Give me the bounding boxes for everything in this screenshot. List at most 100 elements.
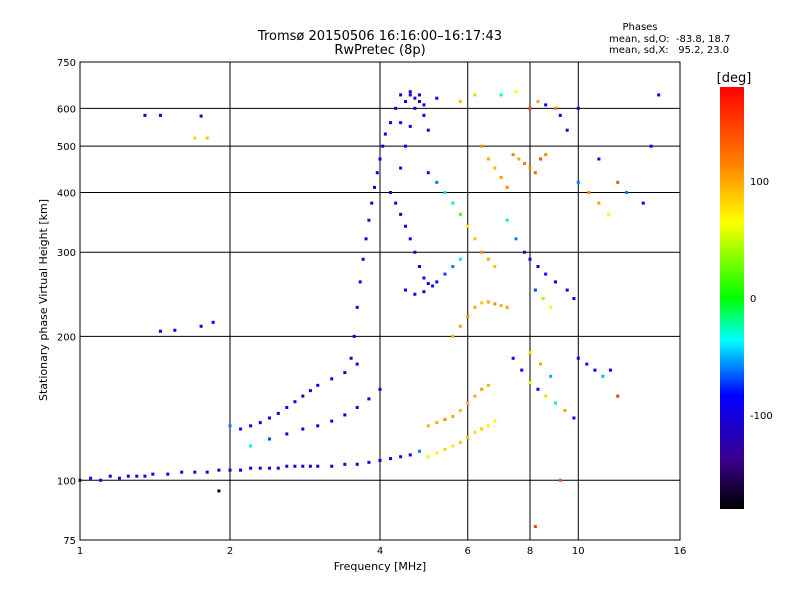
data-point xyxy=(364,237,368,241)
data-point xyxy=(466,315,470,319)
data-point xyxy=(422,113,426,117)
data-point xyxy=(403,144,407,148)
data-point xyxy=(520,368,524,372)
data-point xyxy=(514,90,518,94)
x-axis-label: Frequency [MHz] xyxy=(334,560,426,573)
data-point xyxy=(616,180,620,184)
data-point xyxy=(413,250,417,254)
colorbar-tick-label: 100 xyxy=(750,177,769,188)
data-point xyxy=(451,265,455,269)
data-point xyxy=(378,458,382,462)
data-point xyxy=(435,280,439,284)
x-tick-label: 8 xyxy=(527,546,533,557)
data-point xyxy=(486,424,490,428)
data-point xyxy=(217,468,221,472)
data-point xyxy=(408,453,412,457)
data-point xyxy=(435,421,439,425)
data-point xyxy=(417,449,421,453)
data-point xyxy=(426,171,430,175)
data-point xyxy=(417,100,421,104)
data-point xyxy=(435,180,439,184)
y-tick-label: 75 xyxy=(63,536,76,547)
data-point xyxy=(458,100,462,104)
data-point xyxy=(403,224,407,228)
y-tick-label: 200 xyxy=(57,332,76,343)
data-point xyxy=(458,408,462,412)
data-point xyxy=(394,106,398,110)
data-point xyxy=(417,93,421,97)
data-point xyxy=(616,394,620,398)
colorbar xyxy=(720,87,744,509)
data-point xyxy=(493,302,497,306)
data-point xyxy=(539,157,543,161)
data-point xyxy=(473,305,477,309)
data-point xyxy=(375,171,379,175)
data-point xyxy=(316,464,320,468)
y-tick-label: 500 xyxy=(57,142,76,153)
data-point xyxy=(593,368,597,372)
data-point xyxy=(422,103,426,107)
data-point xyxy=(367,397,371,401)
data-point xyxy=(544,394,548,398)
data-point xyxy=(466,435,470,439)
data-point xyxy=(528,351,532,355)
data-point xyxy=(352,334,356,338)
data-point xyxy=(343,371,347,375)
data-point xyxy=(378,387,382,391)
data-point xyxy=(553,401,557,405)
data-point xyxy=(572,416,576,420)
data-point xyxy=(517,157,521,161)
data-point xyxy=(451,334,455,338)
data-point xyxy=(514,237,518,241)
data-point xyxy=(403,100,407,104)
data-point xyxy=(381,144,385,148)
data-point xyxy=(413,96,417,100)
colorbar-label: [deg] xyxy=(717,71,752,86)
data-point xyxy=(486,157,490,161)
data-point xyxy=(199,114,203,118)
data-point xyxy=(641,201,645,205)
data-point xyxy=(523,250,527,254)
data-point xyxy=(597,201,601,205)
data-point xyxy=(383,132,387,136)
data-point xyxy=(293,464,297,468)
data-point xyxy=(293,400,297,404)
data-point xyxy=(389,457,393,461)
data-point xyxy=(394,201,398,205)
data-point xyxy=(544,153,548,157)
data-point xyxy=(408,237,412,241)
data-point xyxy=(239,427,243,431)
data-point xyxy=(443,190,447,194)
data-point xyxy=(403,288,407,292)
data-point xyxy=(211,320,215,324)
data-point xyxy=(486,300,490,304)
data-point xyxy=(249,424,253,428)
data-point xyxy=(528,381,532,385)
data-point xyxy=(399,455,403,459)
y-tick-label: 750 xyxy=(57,58,76,69)
data-point xyxy=(301,394,305,398)
data-point xyxy=(355,462,359,466)
x-tick-label: 4 xyxy=(377,546,383,557)
data-point xyxy=(422,276,426,280)
data-point xyxy=(408,93,412,97)
data-points xyxy=(78,90,661,529)
data-point xyxy=(431,284,435,288)
data-point xyxy=(143,474,147,478)
data-point xyxy=(528,106,532,110)
data-point xyxy=(349,356,353,360)
data-point xyxy=(576,356,580,360)
data-point xyxy=(417,265,421,269)
data-point xyxy=(486,257,490,261)
data-point xyxy=(166,472,170,476)
data-point xyxy=(399,121,403,125)
data-point xyxy=(607,212,611,216)
x-axis-ticks: 1 2 4 6 8 10 16 xyxy=(77,546,687,557)
data-point xyxy=(585,362,589,366)
data-point xyxy=(285,464,289,468)
data-point xyxy=(565,288,569,292)
data-point xyxy=(486,383,490,387)
data-point xyxy=(499,304,503,308)
data-point xyxy=(343,413,347,417)
